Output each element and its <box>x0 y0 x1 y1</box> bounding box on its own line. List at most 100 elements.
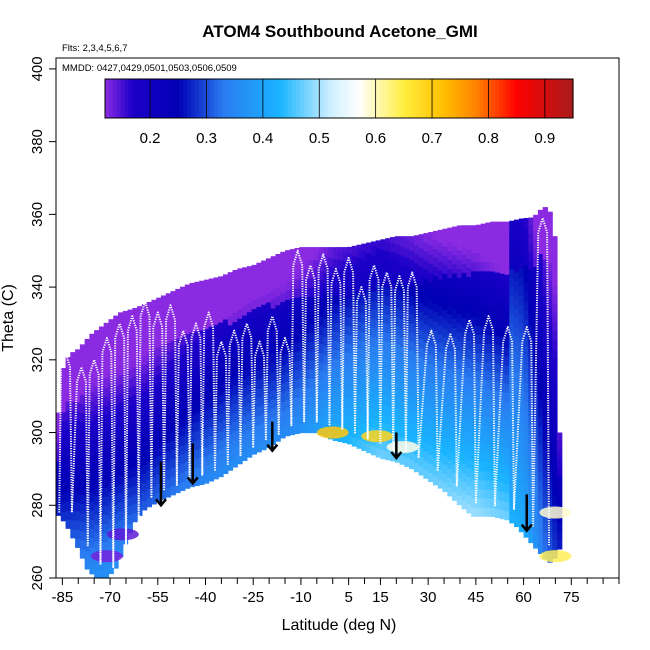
curtain-cell <box>242 360 248 371</box>
curtain-cell <box>389 388 396 398</box>
curtain-cell <box>375 402 382 413</box>
curtain-cell <box>227 370 234 380</box>
colorbar-segment <box>491 79 496 118</box>
curtain-cell <box>242 296 248 307</box>
curtain-cell <box>222 282 229 293</box>
curtain-cell <box>356 311 362 322</box>
curtain-cell <box>122 516 129 527</box>
curtain-cell <box>194 449 200 459</box>
curtain-cell <box>471 498 477 508</box>
colorbar-segment <box>452 79 457 118</box>
curtain-cell <box>308 278 315 288</box>
curtain-cell <box>332 331 339 341</box>
curtain-cell <box>156 364 162 375</box>
curtain-cell <box>514 517 520 528</box>
curtain-cell <box>437 269 444 280</box>
curtain-cell <box>389 451 396 462</box>
curtain-cell <box>552 376 558 386</box>
curtain-cell <box>180 354 186 364</box>
curtain-cell <box>494 417 501 428</box>
curtain-cell <box>75 401 81 412</box>
curtain-cell <box>385 341 391 352</box>
curtain-cell <box>466 249 472 259</box>
curtain-cell <box>361 250 367 261</box>
curtain-cell <box>265 374 272 385</box>
curtain-cell <box>432 275 439 286</box>
curtain-cell <box>184 360 191 371</box>
curtain-cell <box>437 278 444 289</box>
curtain-cell <box>442 455 448 465</box>
curtain-cell <box>60 411 67 422</box>
curtain-cell <box>79 394 86 405</box>
curtain-cell <box>299 287 305 297</box>
curtain-cell <box>208 280 215 291</box>
curtain-cell <box>160 344 167 355</box>
curtain-cell <box>242 333 248 343</box>
curtain-cell <box>452 236 458 247</box>
curtain-cell <box>180 408 186 419</box>
curtain-cell <box>118 320 124 330</box>
curtain-cell <box>418 465 424 476</box>
curtain-cell <box>304 296 310 306</box>
curtain-cell <box>222 346 229 356</box>
curtain-cell <box>194 281 200 287</box>
curtain-cell <box>270 271 277 282</box>
curtain-cell <box>447 350 453 361</box>
curtain-cell <box>227 424 234 435</box>
curtain-cell <box>418 338 424 349</box>
curtain-cell <box>394 398 401 409</box>
curtain-cell <box>423 287 429 297</box>
curtain-cell <box>275 254 281 260</box>
curtain-cell <box>556 448 563 459</box>
curtain-cell <box>423 332 429 343</box>
curtain-cell <box>475 479 482 490</box>
curtain-cell <box>56 415 62 425</box>
curtain-cell <box>518 331 525 342</box>
curtain-cell <box>552 248 558 259</box>
curtain-cell <box>456 395 463 406</box>
colorbar-segment <box>424 79 430 118</box>
curtain-cell <box>232 403 238 413</box>
curtain-cell <box>399 427 405 438</box>
curtain-cell <box>547 362 553 372</box>
curtain-cell <box>514 335 520 346</box>
curtain-cell <box>480 470 487 481</box>
curtain-cell <box>98 341 105 352</box>
curtain-cell <box>299 423 305 434</box>
curtain-cell <box>356 244 362 249</box>
curtain-cell <box>146 433 153 444</box>
curtain-cell <box>514 326 520 337</box>
curtain-cell <box>89 537 95 548</box>
curtain-cell <box>113 449 119 460</box>
curtain-cell <box>528 478 534 489</box>
curtain-cell <box>494 444 501 455</box>
curtain-cell <box>146 461 153 471</box>
curtain-cell <box>156 297 162 302</box>
curtain-cell <box>222 373 229 384</box>
curtain-cell <box>547 416 553 427</box>
curtain-cell <box>518 231 525 242</box>
curtain-cell <box>285 281 291 291</box>
curtain-cell <box>399 336 405 347</box>
curtain-cell <box>265 402 272 412</box>
curtain-cell <box>175 338 181 348</box>
curtain-cell <box>94 559 100 569</box>
curtain-cell <box>94 513 100 524</box>
curtain-cell <box>318 261 324 272</box>
colorbar-segment <box>483 79 488 118</box>
curtain-cell <box>509 313 515 324</box>
curtain-cell <box>533 438 539 449</box>
curtain-cell <box>165 460 172 471</box>
curtain-cell <box>361 332 367 342</box>
colorbar-segment <box>374 79 379 118</box>
curtain-cell <box>146 479 153 490</box>
curtain-cell <box>208 344 215 355</box>
curtain-cell <box>208 308 215 318</box>
curtain-cell <box>432 439 439 449</box>
curtain-cell <box>75 456 81 467</box>
curtain-cell <box>370 391 377 401</box>
curtain-cell <box>518 368 525 378</box>
curtain-cell <box>270 280 277 291</box>
curtain-cell <box>494 353 501 364</box>
